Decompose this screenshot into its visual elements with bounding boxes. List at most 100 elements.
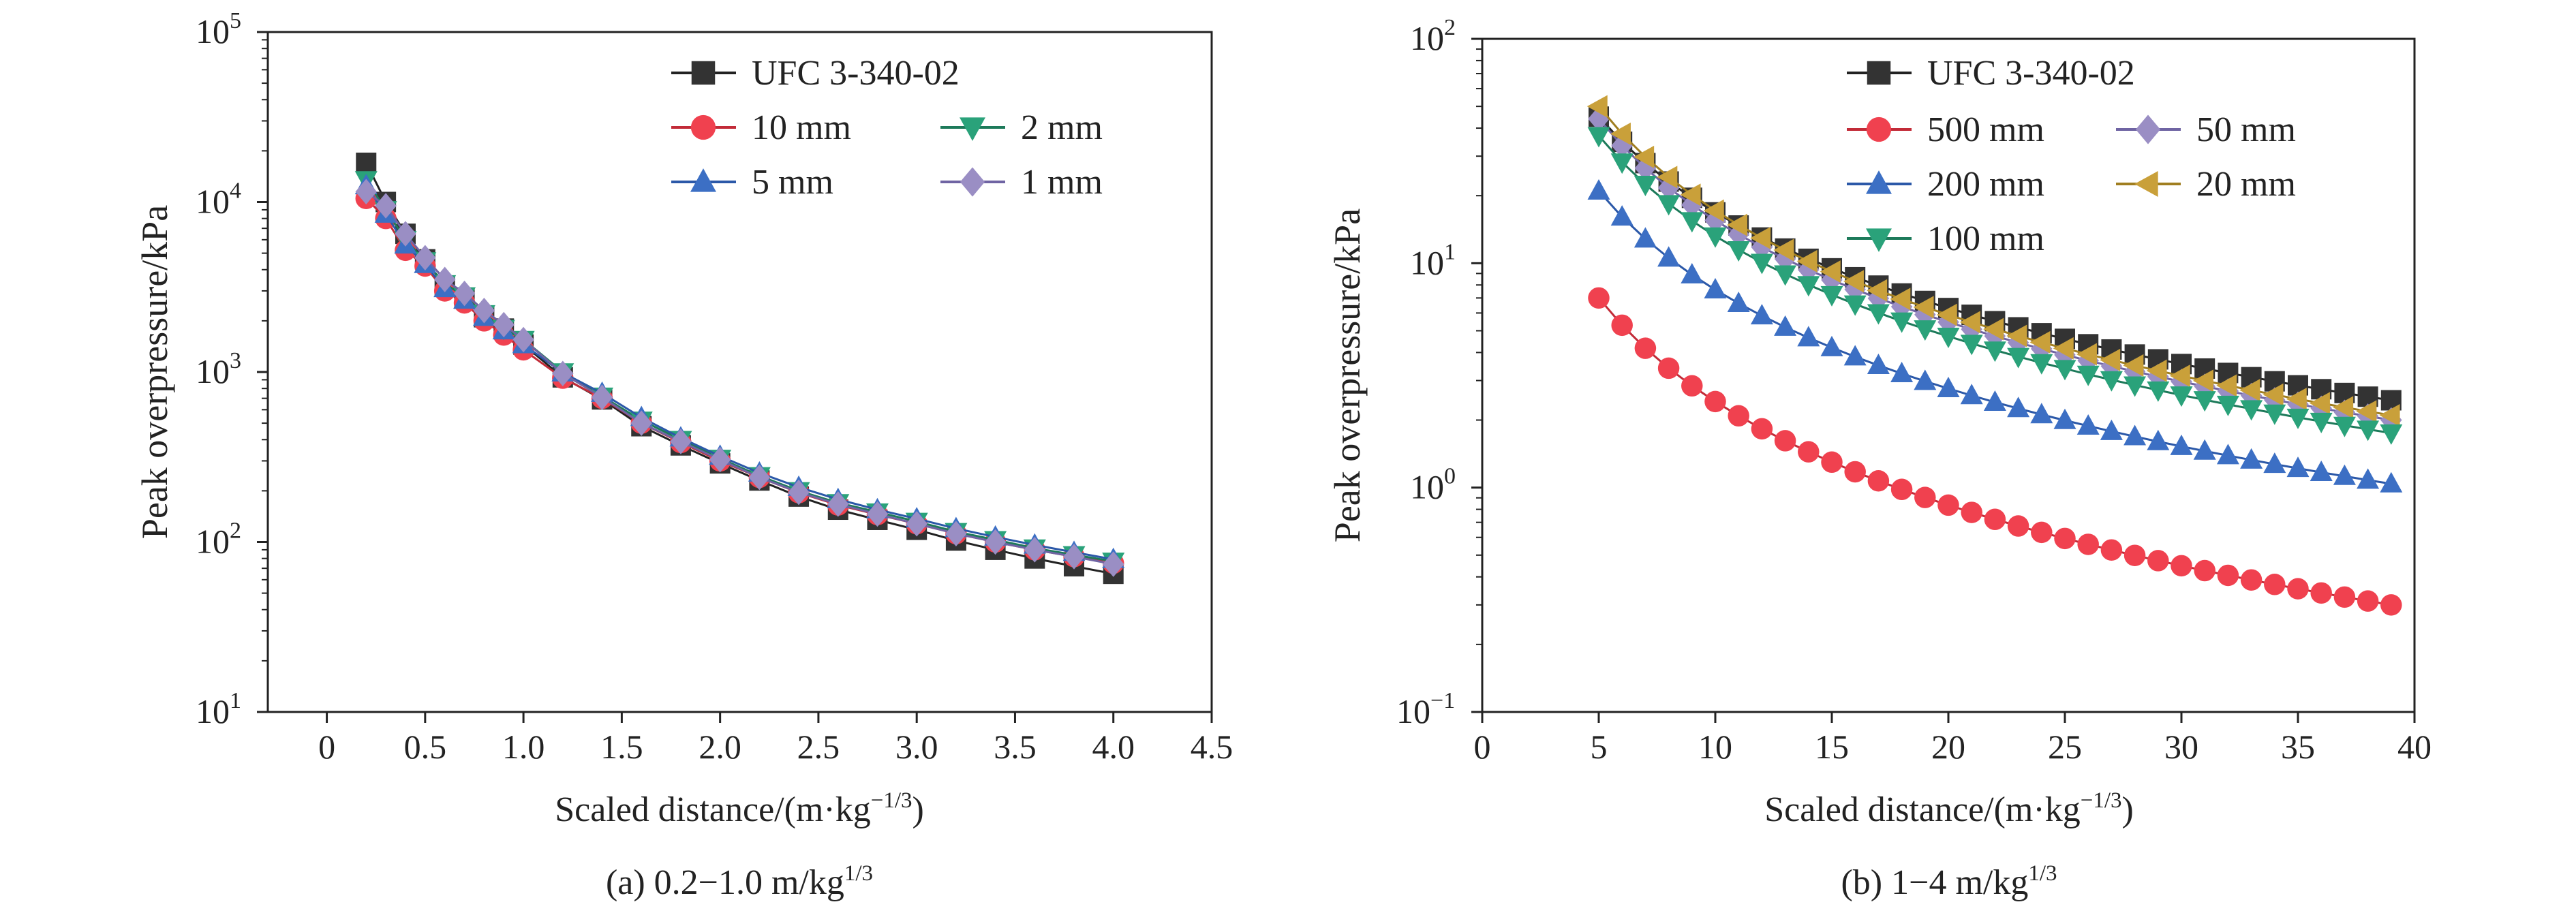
data-point [2170, 386, 2193, 407]
data-point [2217, 564, 2239, 587]
data-point [1983, 317, 2004, 341]
data-point [552, 360, 574, 386]
data-point [2031, 521, 2053, 544]
data-point [2053, 360, 2076, 381]
series-group [1586, 95, 2403, 616]
data-point [1681, 375, 1703, 397]
series-line [1597, 106, 2392, 416]
data-point [2077, 533, 2099, 555]
data-point [748, 464, 771, 491]
y-tick-label: 101 [196, 688, 241, 730]
data-point [1914, 486, 1936, 508]
x-tick-label: 25 [2048, 728, 2082, 766]
y-tick-label: 105 [196, 8, 241, 50]
data-point [2263, 383, 2284, 406]
data-point [1634, 227, 1657, 248]
series-line [365, 162, 1114, 575]
data-point [1680, 183, 1701, 206]
data-point [2264, 574, 2286, 595]
x-tick-label: 15 [1815, 728, 1849, 766]
data-point [1751, 418, 1773, 440]
data-point [1773, 238, 1794, 262]
data-point [2076, 343, 2097, 366]
data-point [2240, 400, 2263, 421]
x-axis-label: Scaled distance/(m·kg−1/3) [1764, 788, 2134, 829]
data-point [2193, 391, 2216, 412]
x-tick-label: 0 [1474, 728, 1491, 766]
data-point [1796, 249, 1818, 273]
x-axis-label-sup: −1/3 [871, 788, 913, 813]
chart-panel-b: 0 5 10 15 20 25 30 35 40 10−1 100 101 102 Peak over… [1327, 15, 2432, 902]
legend-marker [1866, 170, 1892, 194]
data-point [2146, 359, 2167, 382]
data-point [2054, 527, 2076, 550]
data-point [1750, 226, 1771, 249]
data-point [1937, 494, 1959, 516]
data-point [2029, 330, 2051, 354]
x-axis-label-main: Scaled distance/(m·kg [1764, 790, 2081, 829]
legend-label: 100 mm [1927, 219, 2044, 258]
data-point [2076, 365, 2100, 386]
data-point [1843, 295, 1867, 316]
series-100-mm [1587, 127, 2403, 445]
data-point [2263, 404, 2286, 425]
data-point [2309, 392, 2330, 415]
data-point [1726, 213, 1747, 236]
data-point [1657, 246, 1681, 267]
data-point [1704, 390, 1726, 413]
x-tick-label: 5 [1591, 728, 1608, 766]
series-200-mm [1587, 179, 2403, 493]
data-point [906, 511, 927, 537]
series-group [354, 153, 1125, 585]
data-point [1937, 377, 1960, 398]
x-tick-label: 20 [1931, 728, 1965, 766]
legend-marker [1866, 228, 1892, 252]
data-point [1774, 315, 1797, 336]
legend-label: UFC 3-340-02 [1927, 54, 2135, 93]
x-tick-label: 2.5 [797, 728, 840, 766]
caption-b: (b) 1−4 m/kg1/3 [1841, 861, 2057, 902]
caption-b-main: (b) 1−4 m/kg [1841, 863, 2028, 902]
data-point [2169, 365, 2190, 388]
caption-b-sup: 1/3 [2028, 861, 2057, 886]
legend-label: 200 mm [1927, 165, 2044, 204]
data-point [1634, 337, 1657, 359]
data-point [2379, 404, 2400, 427]
legend-marker [2135, 114, 2161, 144]
y-tick-label: 103 [196, 348, 241, 390]
data-point [1610, 153, 1634, 174]
data-point [2216, 395, 2239, 416]
x-tick-label: 35 [2281, 728, 2315, 766]
data-point [1960, 335, 1983, 356]
x-tick-label: 1.5 [600, 728, 643, 766]
x-tick-label: 2.0 [699, 728, 741, 766]
data-point [1983, 341, 2006, 362]
data-point [1890, 312, 1914, 333]
x-tick-label: 30 [2164, 728, 2198, 766]
data-point [1587, 127, 1610, 148]
data-point [1960, 384, 1983, 405]
series-500-mm [1588, 287, 2402, 616]
data-point [1681, 212, 1704, 233]
series-10-mm [355, 187, 1124, 574]
caption-a: (a) 0.2−1.0 m/kg1/3 [606, 861, 873, 902]
data-point [1611, 314, 1633, 337]
data-point [473, 297, 495, 324]
legend-label: 20 mm [2196, 165, 2296, 204]
legend-label: UFC 3-340-02 [752, 54, 960, 93]
data-point [375, 193, 397, 219]
legend-label: 2 mm [1021, 108, 1103, 147]
data-point [1750, 304, 1773, 325]
series-5-mm [354, 174, 1125, 568]
data-point [1657, 357, 1680, 379]
data-point [2310, 461, 2333, 482]
y-tick-label: 102 [1410, 15, 1456, 57]
data-point [1634, 145, 1655, 168]
data-point [1959, 311, 1980, 334]
data-point [1867, 470, 1890, 492]
data-point [2030, 403, 2053, 424]
data-point [2123, 424, 2147, 446]
legend: UFC 3-340-02 10 mm 2 mm 5 mm 1 mm [671, 54, 1103, 202]
legend-marker [691, 61, 716, 85]
series-line [365, 198, 1114, 565]
